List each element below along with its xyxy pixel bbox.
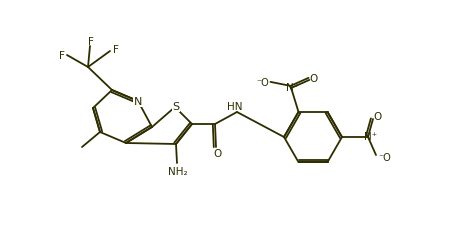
Text: N⁺: N⁺ bbox=[286, 82, 299, 93]
Text: N: N bbox=[134, 97, 142, 106]
Text: NH₂: NH₂ bbox=[168, 166, 188, 176]
Text: F: F bbox=[88, 37, 94, 47]
Text: O: O bbox=[213, 148, 221, 158]
Text: O: O bbox=[309, 74, 318, 84]
Text: ⁻O: ⁻O bbox=[379, 152, 392, 162]
Text: HN: HN bbox=[227, 101, 243, 112]
Text: N⁺: N⁺ bbox=[365, 131, 378, 141]
Text: S: S bbox=[173, 101, 180, 112]
Text: F: F bbox=[113, 45, 119, 55]
Text: ⁻O: ⁻O bbox=[256, 78, 269, 87]
Text: O: O bbox=[373, 112, 381, 121]
Text: F: F bbox=[59, 51, 65, 61]
